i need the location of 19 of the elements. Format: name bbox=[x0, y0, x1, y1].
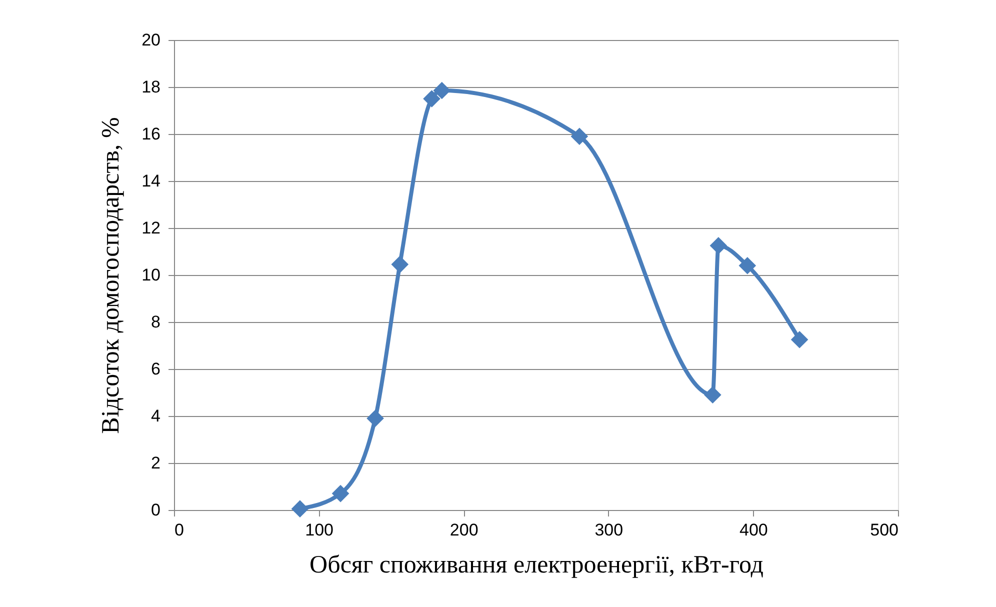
y-tick-label: 20 bbox=[142, 30, 160, 50]
y-tick-label: 6 bbox=[151, 360, 160, 378]
x-tick-label: 300 bbox=[594, 520, 624, 540]
x-tick-label: 100 bbox=[305, 520, 334, 540]
y-tick-label: 2 bbox=[151, 454, 160, 472]
x-tick-label: 500 bbox=[870, 520, 898, 540]
y-tick-label: 0 bbox=[151, 500, 160, 520]
x-axis-title: Обсяг споживання електроенергії, кВт-год bbox=[310, 552, 764, 578]
y-tick-label: 4 bbox=[151, 406, 160, 426]
y-tick-label: 14 bbox=[142, 172, 160, 190]
y-tick-label: 16 bbox=[142, 124, 160, 144]
y-tick-label: 8 bbox=[151, 312, 160, 332]
y-axis-title: Відсоток домогосподарств, % bbox=[98, 117, 125, 434]
y-tick-label: 10 bbox=[142, 266, 160, 284]
y-tick-label: 12 bbox=[142, 218, 160, 238]
x-tick-label: 0 bbox=[174, 520, 184, 540]
y-tick-label: 18 bbox=[142, 78, 160, 96]
x-tick-label: 400 bbox=[740, 520, 768, 540]
x-tick-label: 200 bbox=[450, 520, 478, 540]
